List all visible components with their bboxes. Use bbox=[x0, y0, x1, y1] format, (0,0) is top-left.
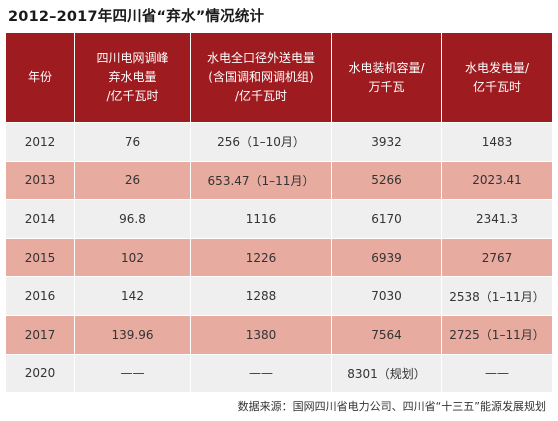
header-hydro-generation: 水电发电量/ 亿千瓦时 bbox=[441, 33, 552, 122]
cell-export: 256（1–10月） bbox=[190, 123, 331, 161]
cell-generation: 2767 bbox=[441, 238, 552, 277]
cell-year: 2014 bbox=[24, 211, 56, 226]
table-row: 2015 102 1226 6939 2767 bbox=[6, 237, 552, 277]
cell-curtailed: 96.8 bbox=[74, 200, 190, 238]
cell-year: 2013 bbox=[24, 173, 56, 188]
cell-capacity: 7564 bbox=[331, 315, 441, 354]
cell-generation: —— bbox=[441, 354, 552, 393]
cell-year: 2012 bbox=[24, 134, 56, 149]
cell-export: 653.47（1–11月） bbox=[190, 161, 331, 200]
data-table: 年份 四川电网调峰 弃水电量 /亿千瓦时 水电全口径外送电量 (含国调和网调机组… bbox=[6, 33, 552, 393]
cell-capacity: 6939 bbox=[331, 238, 441, 277]
cell-generation: 2341.3 bbox=[441, 200, 552, 238]
cell-curtailed: 142 bbox=[74, 277, 190, 315]
table-row: 2017 139.96 1380 7564 2725（1–11月） bbox=[6, 314, 552, 354]
cell-generation: 2023.41 bbox=[441, 161, 552, 200]
cell-curtailed: 26 bbox=[74, 161, 190, 200]
cell-export: 1226 bbox=[190, 238, 331, 277]
table-row: 2020 —— —— 8301（规划） —— bbox=[6, 353, 552, 393]
cell-curtailed: 102 bbox=[74, 238, 190, 277]
cell-capacity: 7030 bbox=[331, 277, 441, 315]
cell-capacity: 8301（规划） bbox=[331, 354, 441, 393]
cell-capacity: 5266 bbox=[331, 161, 441, 200]
cell-generation: 2538（1–11月） bbox=[441, 277, 552, 315]
cell-curtailed: 76 bbox=[74, 123, 190, 161]
cell-capacity: 3932 bbox=[331, 123, 441, 161]
cell-export: 1288 bbox=[190, 277, 331, 315]
cell-generation: 2725（1–11月） bbox=[441, 315, 552, 354]
cell-year: 2020 bbox=[24, 366, 56, 381]
header-curtailed-hydro: 四川电网调峰 弃水电量 /亿千瓦时 bbox=[74, 33, 190, 122]
cell-year: 2016 bbox=[24, 289, 56, 304]
cell-generation: 1483 bbox=[441, 123, 552, 161]
table-title: 2012–2017年四川省“弃水”情况统计 bbox=[8, 9, 265, 25]
cell-year: 2017 bbox=[24, 327, 56, 342]
header-installed-capacity: 水电装机容量/ 万千瓦 bbox=[331, 33, 441, 122]
cell-export: —— bbox=[190, 354, 331, 393]
cell-curtailed: 139.96 bbox=[74, 315, 190, 354]
table-header-row: 年份 四川电网调峰 弃水电量 /亿千瓦时 水电全口径外送电量 (含国调和网调机组… bbox=[6, 33, 552, 122]
table-row: 2016 142 1288 7030 2538（1–11月） bbox=[6, 276, 552, 315]
table-row: 2014 96.8 1116 6170 2341.3 bbox=[6, 199, 552, 238]
table-row: 2013 26 653.47（1–11月） 5266 2023.41 bbox=[6, 160, 552, 200]
cell-year: 2015 bbox=[24, 250, 56, 265]
table-row: 2012 76 256（1–10月） 3932 1483 bbox=[6, 122, 552, 161]
header-year: 年份 bbox=[27, 70, 52, 84]
cell-export: 1116 bbox=[190, 200, 331, 238]
cell-export: 1380 bbox=[190, 315, 331, 354]
cell-curtailed: —— bbox=[74, 354, 190, 393]
cell-capacity: 6170 bbox=[331, 200, 441, 238]
header-hydro-export: 水电全口径外送电量 (含国调和网调机组) /亿千瓦时 bbox=[190, 33, 331, 122]
data-source-note: 数据来源：国网四川省电力公司、四川省“十三五”能源发展规划 bbox=[237, 400, 546, 413]
